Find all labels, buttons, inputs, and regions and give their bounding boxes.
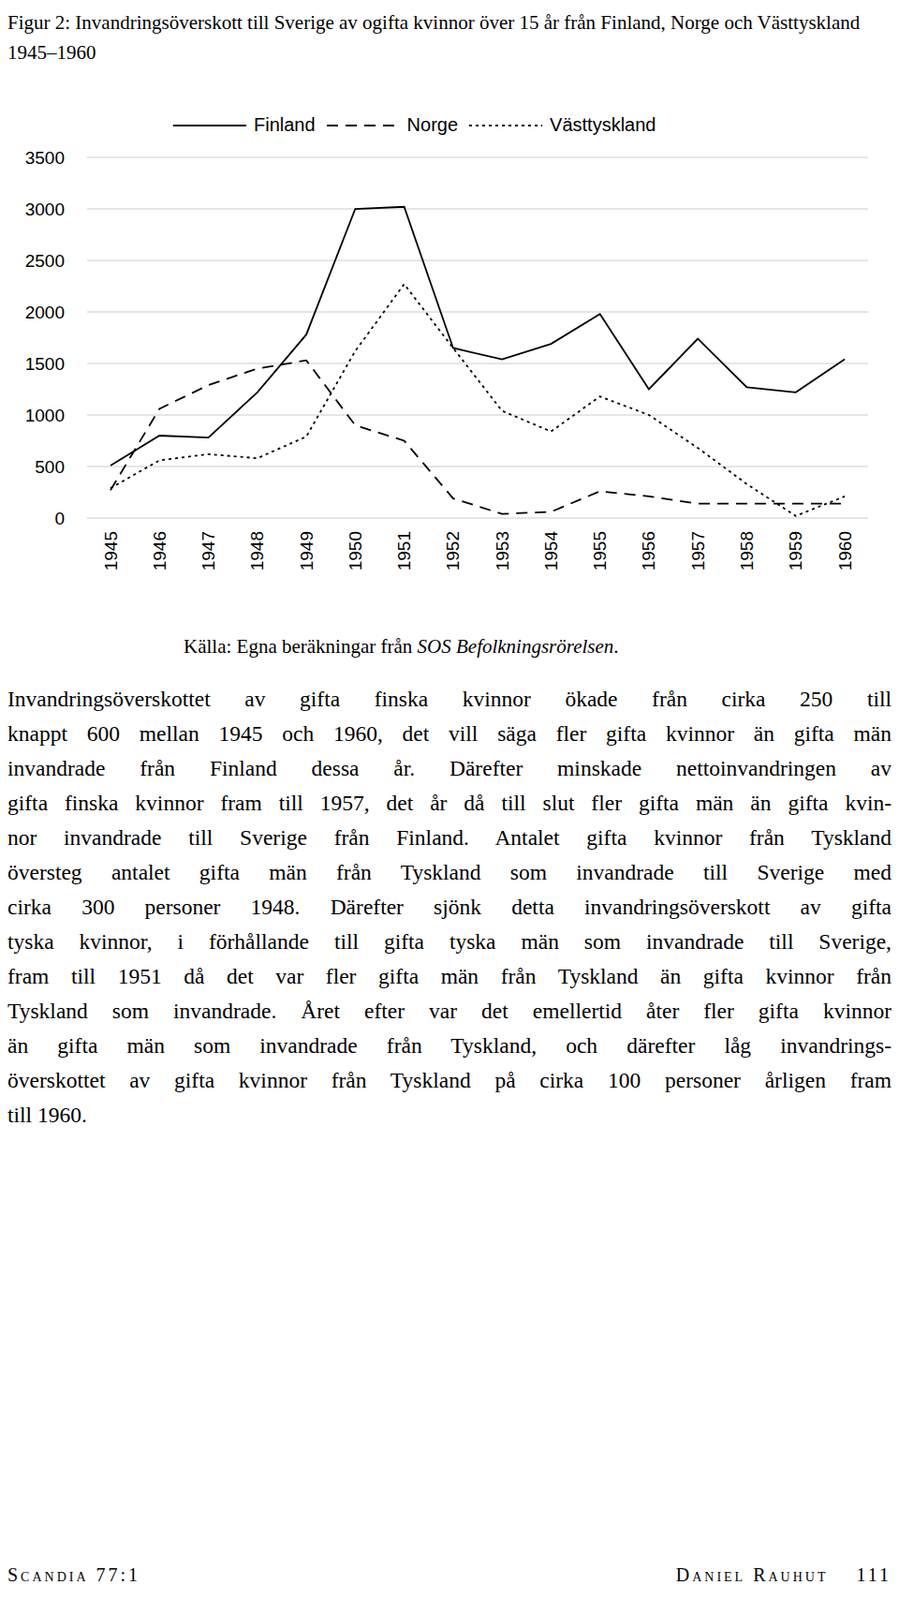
html-text:Västtyskland: Västtyskland (549, 114, 656, 135)
svg-text:1955: 1955 (589, 530, 610, 571)
svg-text:1953: 1953 (492, 530, 513, 571)
html-text:Norge: Norge (406, 114, 459, 135)
html-text:Finland: Finland (253, 114, 316, 135)
html-text:tyska kvinnor, i förhållande t: tyska kvinnor, i förhållande till gifta … (7, 928, 892, 954)
html-text:knappt 600 mellan 1945 och 196: knappt 600 mellan 1945 och 1960, det vil… (7, 721, 892, 746)
html-text:Källa: Egna beräkningar från S: Källa: Egna beräkningar från SOS Befolkn… (183, 634, 619, 658)
svg-text:0: 0 (54, 508, 65, 529)
svg-text:1951: 1951 (394, 530, 414, 571)
html-text:nor invandrade till Sverige fr: nor invandrade till Sverige från Finland… (7, 825, 892, 850)
html-text:Tyskland som invandrade. Året: Tyskland som invandrade. Året efter var … (7, 998, 892, 1023)
svg-text:500: 500 (34, 456, 65, 477)
svg-text:1958: 1958 (736, 530, 757, 571)
html-text:cirka 300 personer 1948. Däref: cirka 300 personer 1948. Därefter sjönk … (7, 894, 892, 919)
html-text:till 1960.: till 1960. (7, 1102, 87, 1127)
html-text:översteg antalet gifta män frå: översteg antalet gifta män från Tyskland… (7, 859, 892, 885)
svg-text:1947: 1947 (198, 530, 219, 571)
html-text:Figur 2: Invandringsöverskott: Figur 2: Invandringsöverskott till Sveri… (7, 11, 860, 64)
svg-text:1000: 1000 (25, 405, 65, 426)
html-text:gifta finska kvinnor fram till: gifta finska kvinnor fram till 1957, det… (7, 790, 892, 815)
svg-text:1959: 1959 (785, 530, 806, 571)
html-text:Scandia 77:1: Scandia 77:1 (7, 1563, 141, 1585)
svg-text:3500: 3500 (25, 147, 65, 168)
svg-text:1957: 1957 (688, 530, 708, 571)
svg-text:1952: 1952 (442, 530, 463, 571)
svg-text:1945: 1945 (101, 530, 121, 571)
html-text:överskottet av gifta kvinnor f: överskottet av gifta kvinnor från Tyskla… (7, 1067, 892, 1092)
svg-text:1948: 1948 (247, 530, 267, 571)
html-text:än gifta män som invandrade fr: än gifta män som invandrade från Tysklan… (7, 1032, 892, 1058)
svg-text:1946: 1946 (149, 530, 170, 571)
svg-text:3000: 3000 (25, 199, 65, 220)
html-text:Daniel Rauhut: Daniel Rauhut (675, 1563, 829, 1585)
svg-text:1500: 1500 (25, 353, 65, 374)
html-text:invandrade från Finland dessa: invandrade från Finland dessa år. Däreft… (7, 755, 892, 781)
html-text:fram till 1951 då det var fler: fram till 1951 då det var fler gifta män… (7, 963, 892, 988)
svg-text:2000: 2000 (25, 302, 65, 323)
svg-text:1960: 1960 (835, 530, 855, 571)
svg-text:1950: 1950 (345, 530, 366, 571)
html-text:Invandringsöverskottet av gift: Invandringsöverskottet av gifta finska k… (7, 686, 892, 711)
svg-text:1949: 1949 (296, 530, 317, 571)
svg-text:1954: 1954 (541, 530, 561, 572)
html-text:111: 111 (856, 1563, 892, 1585)
svg-text:1956: 1956 (638, 530, 659, 571)
svg-text:2500: 2500 (25, 250, 65, 271)
